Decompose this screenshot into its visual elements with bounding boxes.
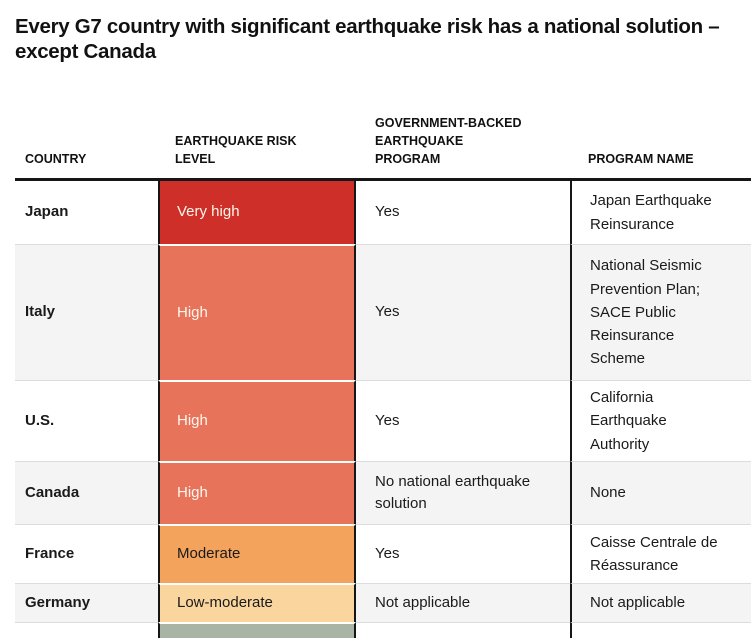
cell-program-name: Caisse Centrale de Réassurance [570,524,751,583]
table-row-japan: Japan Very high Yes Japan Earthquake Rei… [15,181,751,244]
cell-program-name: Japan Earthquake Reinsurance [570,181,751,244]
risk-label: High [177,484,208,502]
country-label: France [25,544,75,562]
cell-program: Yes [356,380,570,461]
table-row-france: France Moderate Yes Caisse Centrale de R… [15,524,751,583]
program-label: Yes [375,203,400,221]
cell-risk-level [158,622,356,638]
cell-program: Yes [356,524,570,583]
cell-program: Yes [356,181,570,244]
header-risk-level: EARTHQUAKE RISK LEVEL [175,133,297,166]
cell-program: Yes [356,244,570,380]
cell-country: Japan [15,181,158,244]
table-row-canada: Canada High No national earthquake solut… [15,461,751,524]
program-label: Not applicable [375,593,471,611]
cell-program-name: National Seismic Prevention Plan; SACE P… [570,244,751,380]
cell-program-name: None [570,461,751,524]
cell-risk-level: High [158,380,356,461]
program-label: No national earthquake solution [375,472,531,513]
country-label: Italy [25,303,56,321]
program-label: Yes [375,544,400,562]
risk-label: Moderate [177,545,241,563]
country-label: U.S. [25,411,55,429]
cell-risk-level: High [158,244,356,380]
program-name-label: California Earthquake Authority [590,389,667,453]
program-name-label: Japan Earthquake Reinsurance [590,192,712,233]
cell-country [15,622,158,638]
cell-country: Canada [15,461,158,524]
country-label: Canada [25,483,80,501]
program-name-label: Caisse Centrale de Réassurance [590,533,718,574]
cell-risk-level: High [158,461,356,524]
cell-program [356,622,570,638]
cell-program-name: Not applicable [570,583,751,622]
cell-program-name: California Earthquake Authority [570,380,751,461]
table-row-partial [15,622,751,638]
header-country: COUNTRY [25,151,87,166]
cell-risk-level: Low-moderate [158,583,356,622]
risk-label: High [177,412,208,430]
risk-table: COUNTRY EARTHQUAKE RISK LEVEL GOVERNMENT… [15,64,751,638]
program-label: Yes [375,303,400,321]
cell-program: No national earthquake solution [356,461,570,524]
cell-program: Not applicable [356,583,570,622]
figure-title: Every G7 country with significant earthq… [15,15,720,63]
risk-label: High [177,303,208,321]
cell-country: Italy [15,244,158,380]
cell-program-name [570,622,751,638]
table-row-germany: Germany Low-moderate Not applicable Not … [15,583,751,622]
header-program-name: PROGRAM NAME [588,151,694,166]
table-row-italy: Italy High Yes National Seismic Preventi… [15,244,751,380]
cell-risk-level: Moderate [158,524,356,583]
program-name-label: National Seismic Prevention Plan; SACE P… [590,257,702,368]
risk-label: Low-moderate [177,594,273,612]
header-row: COUNTRY EARTHQUAKE RISK LEVEL GOVERNMENT… [15,64,751,181]
cell-risk-level: Very high [158,181,356,244]
cell-country: France [15,524,158,583]
table-row-us: U.S. High Yes California Earthquake Auth… [15,380,751,461]
header-program: GOVERNMENT-BACKED EARTHQUAKE PROGRAM [375,115,522,166]
risk-label: Very high [177,203,240,221]
program-name-label: None [590,484,626,502]
cell-country: U.S. [15,380,158,461]
program-label: Yes [375,411,400,429]
country-label: Germany [25,593,91,611]
country-label: Japan [25,203,69,221]
program-name-label: Not applicable [590,594,686,612]
cell-country: Germany [15,583,158,622]
